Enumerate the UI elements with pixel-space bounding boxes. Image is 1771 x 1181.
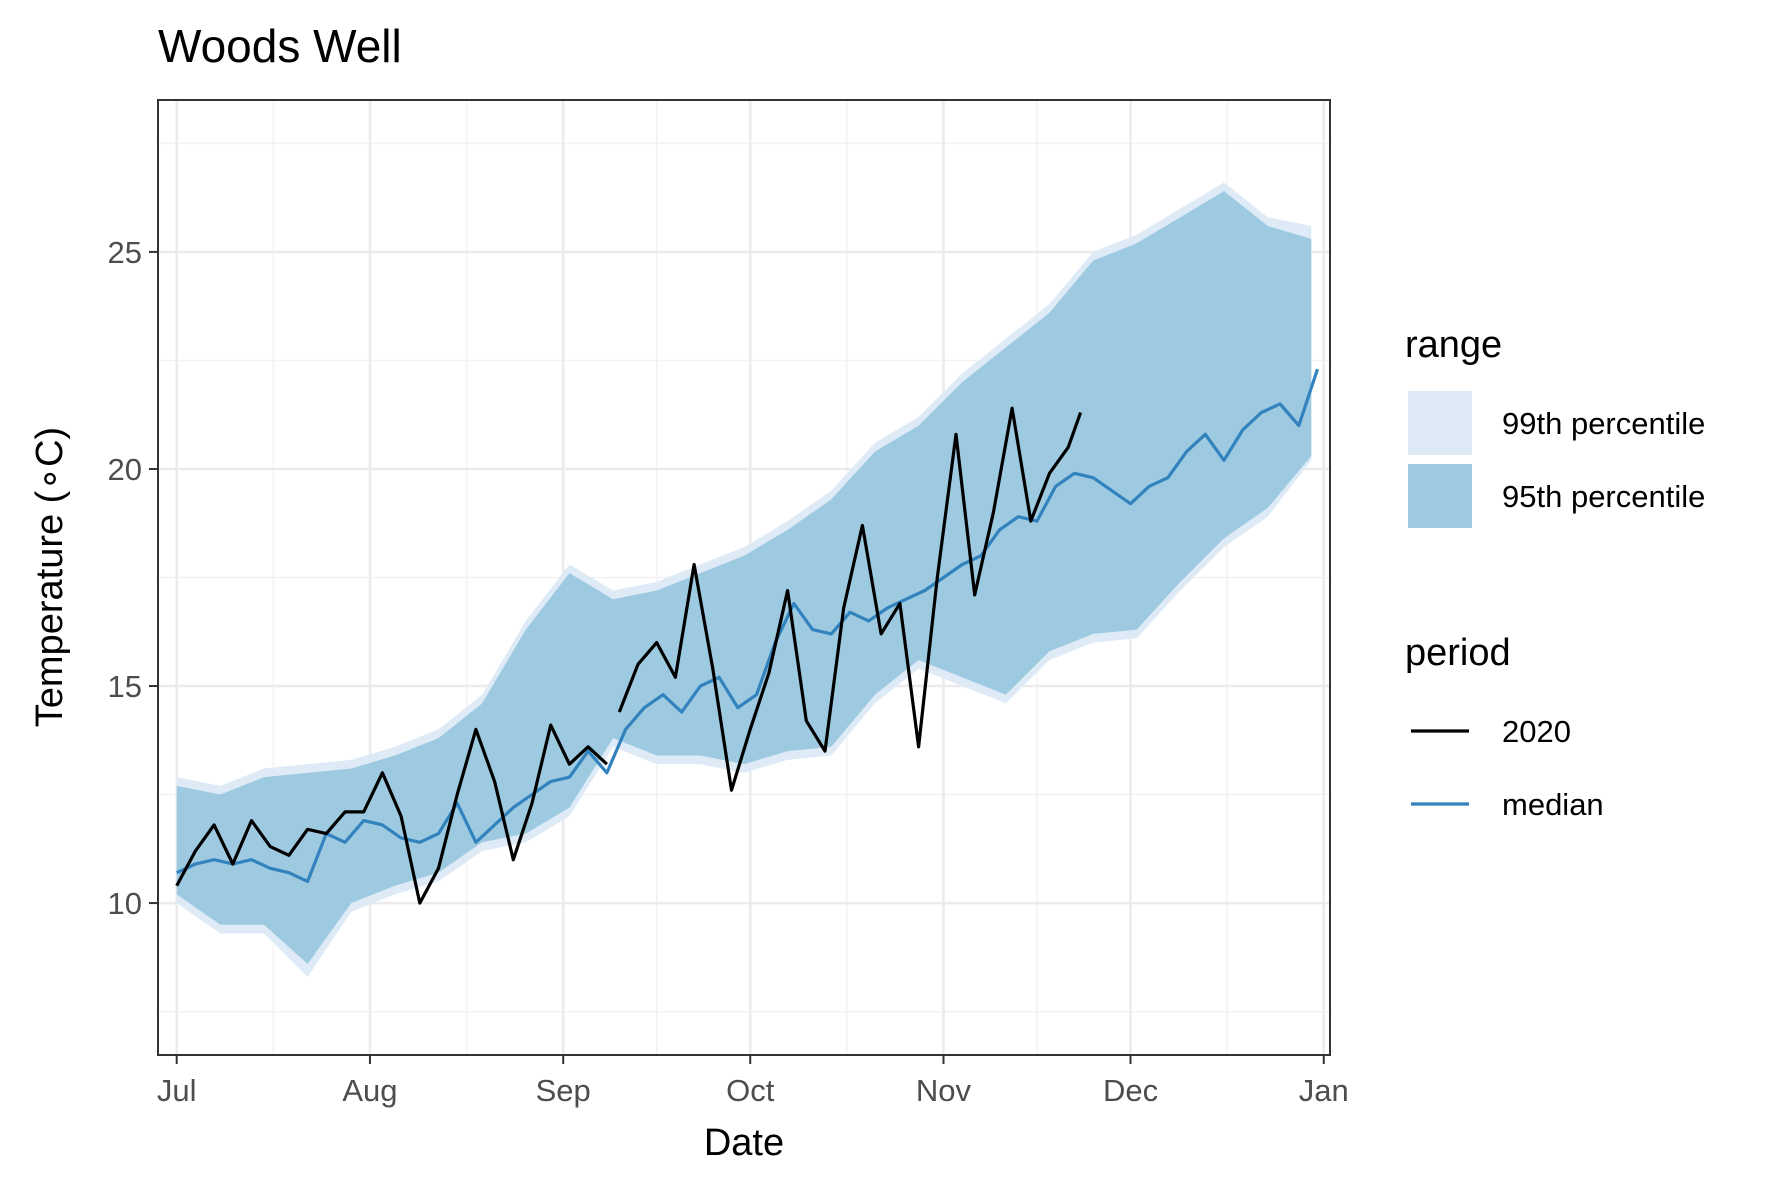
y-tick-label: 20 <box>108 452 142 487</box>
x-axis: Jul Aug Sep Oct Nov Dec Jan <box>157 1055 1349 1108</box>
y-tick-label: 15 <box>108 669 142 704</box>
x-tick-label: Dec <box>1103 1073 1158 1108</box>
x-tick-label: Sep <box>536 1073 591 1108</box>
ribbons <box>176 182 1312 977</box>
legend-title-period: period <box>1405 632 1511 674</box>
series-line-median <box>176 368 1320 883</box>
y-tick-label: 10 <box>108 886 142 921</box>
x-tick-label: Jan <box>1299 1073 1349 1108</box>
x-tick-label: Oct <box>726 1073 775 1108</box>
legend-label: 2020 <box>1502 714 1571 749</box>
panel-border <box>157 99 1331 1056</box>
legend-key-95th-percentile <box>1406 462 1474 530</box>
chart-title: Woods Well <box>158 20 402 72</box>
legend-label: median <box>1502 787 1604 822</box>
legend-label: 99th percentile <box>1502 406 1705 441</box>
ribbon-95th-percentile <box>176 191 1312 964</box>
x-tick-label: Aug <box>342 1073 397 1108</box>
legend: range 99th percentile 95th percentile perio… <box>1405 324 1705 822</box>
legend-label: 95th percentile <box>1502 479 1705 514</box>
x-axis-title: Date <box>704 1122 784 1164</box>
series-line-2020 <box>175 406 1083 905</box>
legend-key-99th-percentile <box>1406 389 1474 457</box>
series-lines <box>175 368 1320 905</box>
y-tick-label: 25 <box>108 235 142 270</box>
y-axis-title: Temperature (∘C) <box>29 427 71 727</box>
legend-title-range: range <box>1405 324 1502 366</box>
x-tick-label: Nov <box>916 1073 972 1108</box>
x-tick-label: Jul <box>157 1073 197 1108</box>
y-axis: 10 15 20 25 <box>108 235 158 921</box>
